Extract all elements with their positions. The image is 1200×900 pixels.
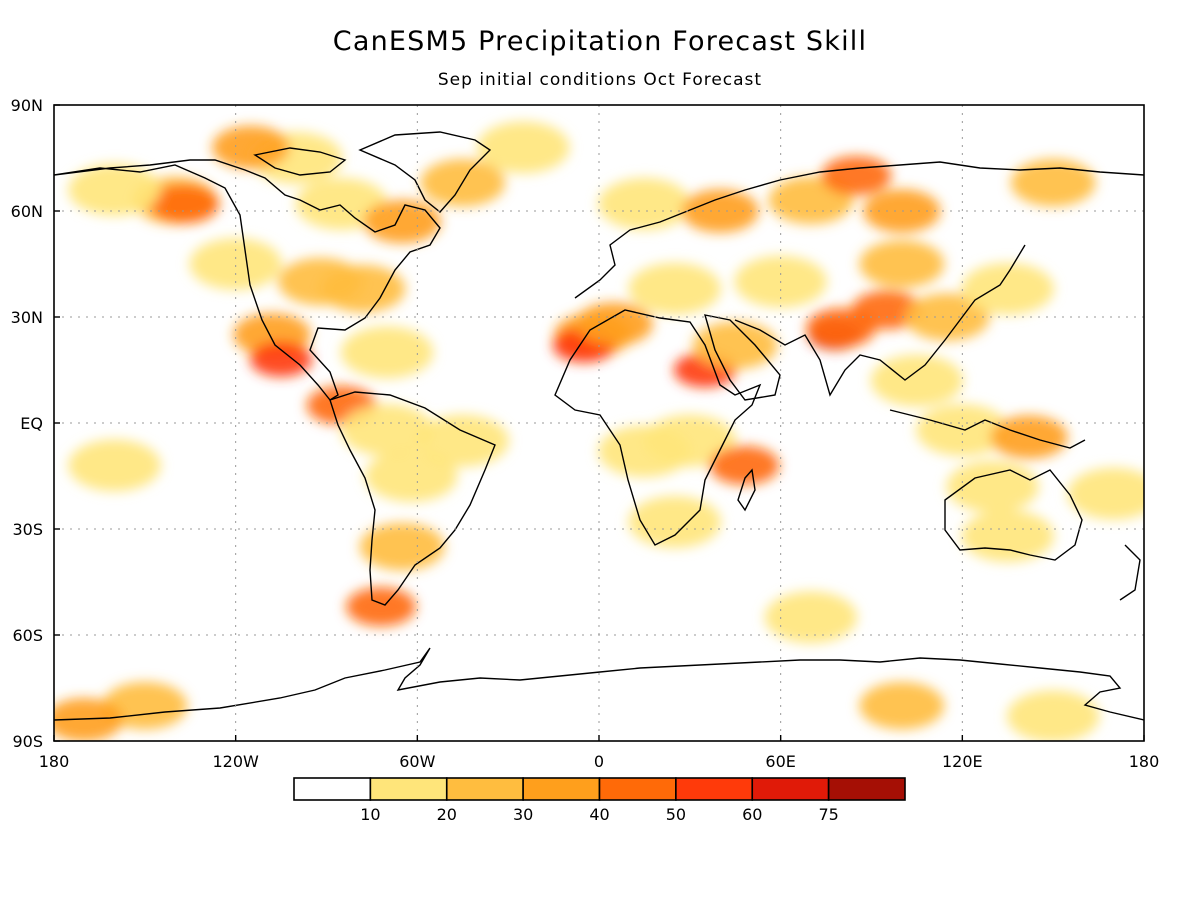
lat-axis: 90N 60N 30N EQ 30S 60S 90S [11,96,60,751]
colorbar-swatch [522,777,601,801]
skill-region-bolivia [365,450,458,502]
chart-title: CanESM5 Precipitation Forecast Skill [332,26,868,57]
skill-region-madagascar-north [709,445,780,485]
lat-tick-label: 90S [12,732,43,751]
skill-region-southern-ocean-indian [764,591,858,644]
colorbar-label: 50 [666,805,686,824]
skill-region-mediterranean [628,262,721,315]
skill-region-alaska-west [68,163,161,216]
lat-tick-label: 30N [11,308,43,327]
skill-region-east-siberia [1010,158,1096,207]
skill-region-us-east [320,264,406,313]
coast-asia-south [734,244,1026,397]
coast-arctic-islands [253,147,347,176]
skill-region-arabia [692,321,778,370]
skill-region-canada-north [212,125,290,170]
skill-region-russia-west [681,189,759,233]
lon-tick-label: 0 [594,752,604,771]
colorbar-label: 20 [437,805,457,824]
skill-region-pacific-east [68,439,161,492]
colorbar-label: 40 [589,805,609,824]
skill-region-greenland-east [477,121,570,174]
skill-region-mexico-pacific [249,341,313,377]
colorbar-swatch [293,777,372,801]
lat-tick-label: 60N [11,202,43,221]
coast-antarctica [54,647,1144,721]
lon-tick-label: 60W [399,752,435,771]
skill-region-caribbean [340,326,434,379]
skill-region-alaska-core [149,184,220,224]
grid-lines [54,105,1144,741]
skill-region-antarctica-wilkes [1006,690,1100,741]
skill-region-patagonia [346,587,416,627]
coast-australia [944,469,1083,561]
coast-madagascar [737,468,756,512]
coast-greenland [358,131,492,213]
skill-region-us-west [189,238,282,290]
lon-tick-label: 180 [39,752,70,771]
skill-region-southeast-asia [870,354,964,407]
skill-region-siberia [863,189,941,233]
skill-region-south-pacific [1067,467,1144,520]
colorbar-label: 60 [742,805,762,824]
coast-south-america [329,391,496,606]
skill-region-korea-japan [961,262,1054,315]
skill-region-amazon-west [340,404,434,456]
skill-region-antarctica-ross [54,698,124,741]
skill-region-europe-north [598,178,691,230]
skill-region-australia-south [961,510,1054,562]
lon-axis: 180 120W 60W 0 60E 120E 180 [39,735,1160,771]
coast-europe [574,161,1144,299]
coast-arabia [704,314,781,401]
skill-region-mongolia [859,240,945,288]
lon-tick-label: 120E [942,752,983,771]
colorbar-label: 10 [360,805,380,824]
colorbar-swatch [445,777,524,801]
skill-region-libya [575,302,653,346]
coastlines [54,131,1144,721]
skill-region-antarctica-west [102,681,188,730]
lon-tick-label: 180 [1129,752,1160,771]
coast-europe-africa [554,309,762,546]
colorbar-swatch [827,777,906,801]
colorbar-swatch [369,777,448,801]
lon-tick-label: 120W [212,752,259,771]
colorbar-label: 75 [818,805,838,824]
skill-region-siberia-north [821,156,892,196]
lat-tick-label: 30S [12,520,43,539]
colorbar-swatch [675,777,754,801]
skill-region-antarctica-east [859,681,945,730]
colorbar-swatch [751,777,830,801]
skill-region-central-africa [598,425,691,478]
skill-region-brazil-east [416,414,509,467]
coast-north-america [54,159,441,401]
skill-region-australia-north [946,460,1039,513]
coast-new-zealand [1119,544,1141,601]
lat-tick-label: EQ [20,414,43,433]
chart-subtitle: Sep initial conditions Oct Forecast [437,70,763,90]
skill-shading [54,121,1144,741]
lat-tick-label: 60S [12,626,43,645]
coast-indonesia [889,409,1086,449]
skill-region-tibet [851,290,922,330]
skill-region-new-guinea [990,415,1068,459]
colorbar-swatch [598,777,677,801]
skill-region-labrador [363,199,441,244]
colorbar: 10 20 30 40 50 60 75 [293,777,906,824]
colorbar-label: 30 [513,805,533,824]
skill-region-china-east [904,293,990,341]
lon-tick-label: 60E [765,752,795,771]
skill-region-southern-africa [628,496,721,548]
lat-tick-label: 90N [11,96,43,115]
skill-region-indonesia [916,404,1009,456]
